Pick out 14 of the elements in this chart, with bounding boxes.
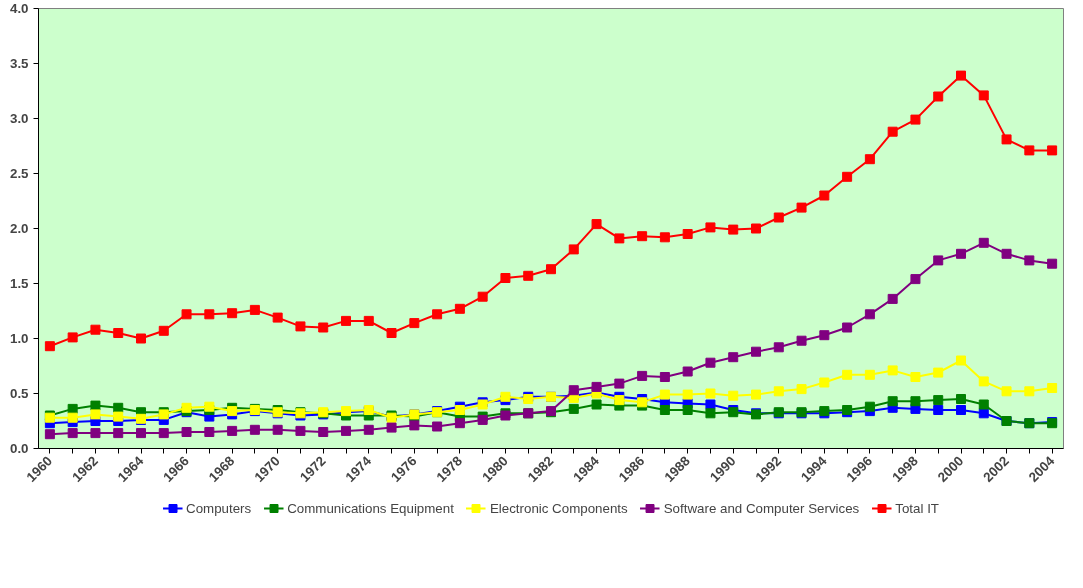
y-tick-label: 0.0	[9, 441, 29, 456]
legend-label: Total IT	[895, 500, 939, 516]
y-tick-label: 4.0	[9, 1, 29, 16]
y-tick-label: 2.0	[9, 221, 29, 236]
legend-label: Software and Computer Services	[663, 500, 860, 516]
y-tick-label: 2.5	[9, 166, 30, 181]
legend-label: Communications Equipment	[287, 500, 454, 516]
y-tick-label: 3.0	[9, 111, 29, 126]
y-tick-label: 3.5	[9, 56, 30, 71]
y-tick-label: 0.5	[9, 386, 30, 401]
legend-label: Computers	[186, 500, 252, 516]
y-tick-label: 1.0	[9, 331, 29, 346]
legend-label: Electronic Components	[489, 500, 628, 516]
y-tick-label: 1.5	[9, 276, 30, 291]
